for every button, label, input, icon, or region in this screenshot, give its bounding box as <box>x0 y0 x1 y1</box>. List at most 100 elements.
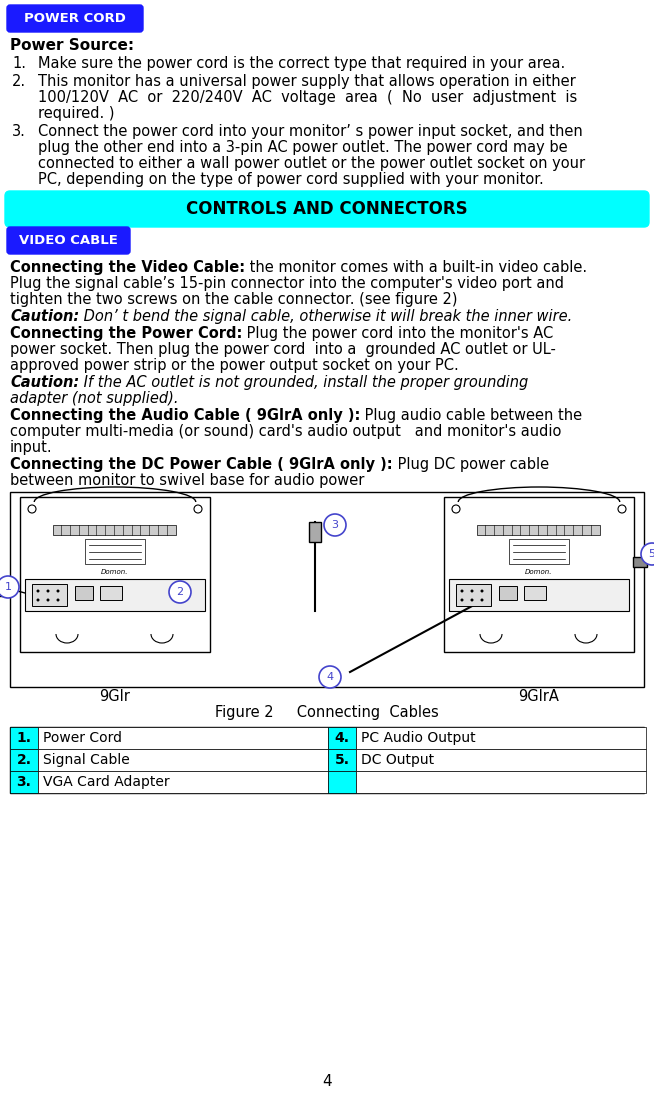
Bar <box>444 497 634 652</box>
Text: Domon.: Domon. <box>525 569 553 575</box>
Text: Plug DC power cable: Plug DC power cable <box>392 457 549 471</box>
Text: Plug the signal cable’s 15-pin connector into the computer's video port and: Plug the signal cable’s 15-pin connector… <box>10 276 564 291</box>
Text: 4: 4 <box>326 671 334 682</box>
Text: 2.: 2. <box>12 74 26 89</box>
FancyBboxPatch shape <box>7 5 143 32</box>
Text: Plug the power cord into the monitor's AC: Plug the power cord into the monitor's A… <box>243 326 554 341</box>
Text: Domon.: Domon. <box>101 569 129 575</box>
Text: computer multi-media (or sound) card's audio output   and monitor's audio: computer multi-media (or sound) card's a… <box>10 424 561 439</box>
Circle shape <box>56 599 60 601</box>
Circle shape <box>0 576 19 598</box>
Circle shape <box>56 589 60 592</box>
Bar <box>10 492 644 687</box>
Text: PC Audio Output: PC Audio Output <box>361 731 475 745</box>
Circle shape <box>37 589 39 592</box>
Bar <box>328 771 356 793</box>
Text: 3.: 3. <box>16 775 31 789</box>
Text: input.: input. <box>10 440 52 455</box>
Text: plug the other end into a 3-pin AC power outlet. The power cord may be: plug the other end into a 3-pin AC power… <box>38 140 568 155</box>
Text: approved power strip or the power output socket on your PC.: approved power strip or the power output… <box>10 358 458 373</box>
Bar <box>100 586 122 600</box>
Text: 2: 2 <box>177 587 184 597</box>
Circle shape <box>460 589 464 592</box>
Text: Signal Cable: Signal Cable <box>43 753 129 767</box>
Bar <box>356 750 646 771</box>
Text: 5: 5 <box>649 550 654 559</box>
Bar <box>75 586 93 600</box>
Bar <box>10 728 38 750</box>
Text: adapter (not supplied).: adapter (not supplied). <box>10 391 179 406</box>
Text: Power Source:: Power Source: <box>10 38 134 53</box>
Text: Make sure the power cord is the correct type that required in your area.: Make sure the power cord is the correct … <box>38 56 565 71</box>
Circle shape <box>481 599 483 601</box>
Text: 4: 4 <box>322 1075 332 1089</box>
Text: VIDEO CABLE: VIDEO CABLE <box>19 234 118 247</box>
Text: tighten the two screws on the cable connector. (see figure 2): tighten the two screws on the cable conn… <box>10 292 458 307</box>
Circle shape <box>470 589 473 592</box>
Circle shape <box>46 589 50 592</box>
Bar <box>477 525 600 535</box>
Text: Connecting the Power Cord:: Connecting the Power Cord: <box>10 326 243 341</box>
Text: Figure 2     Connecting  Cables: Figure 2 Connecting Cables <box>215 704 439 720</box>
Text: 9GlrA: 9GlrA <box>519 689 559 704</box>
Text: 1: 1 <box>5 582 12 592</box>
Text: connected to either a wall power outlet or the power outlet socket on your: connected to either a wall power outlet … <box>38 156 585 171</box>
Bar <box>509 539 569 564</box>
Text: Connecting the Video Cable:: Connecting the Video Cable: <box>10 260 245 275</box>
Bar <box>38 728 328 750</box>
Bar <box>10 750 38 771</box>
Bar <box>328 750 356 771</box>
Circle shape <box>460 599 464 601</box>
Bar <box>309 522 321 542</box>
Bar <box>10 728 644 793</box>
Text: 4.: 4. <box>334 731 349 745</box>
Text: between monitor to swivel base for audio power: between monitor to swivel base for audio… <box>10 473 364 488</box>
Text: 1.: 1. <box>16 731 31 745</box>
Circle shape <box>194 506 202 513</box>
Circle shape <box>324 514 346 536</box>
FancyBboxPatch shape <box>7 227 130 254</box>
Bar <box>20 497 210 652</box>
Bar <box>633 557 647 567</box>
Text: 1.: 1. <box>12 56 26 71</box>
Circle shape <box>37 599 39 601</box>
Bar <box>328 728 356 750</box>
Text: DC Output: DC Output <box>361 753 434 767</box>
Bar <box>38 750 328 771</box>
Text: 5.: 5. <box>334 753 349 767</box>
Circle shape <box>319 666 341 688</box>
Bar <box>499 586 517 600</box>
Text: the monitor comes with a built-in video cable.: the monitor comes with a built-in video … <box>245 260 587 275</box>
Circle shape <box>28 506 36 513</box>
Text: Connecting the Audio Cable ( 9GlrA only ):: Connecting the Audio Cable ( 9GlrA only … <box>10 408 360 423</box>
Text: Connect the power cord into your monitor’ s power input socket, and then: Connect the power cord into your monitor… <box>38 124 583 138</box>
Bar <box>53 525 176 535</box>
Circle shape <box>46 599 50 601</box>
Bar <box>0 582 10 596</box>
Text: Plug audio cable between the: Plug audio cable between the <box>360 408 583 423</box>
Bar <box>85 539 145 564</box>
Bar <box>25 579 205 611</box>
Text: Connecting the DC Power Cable ( 9GlrA only ):: Connecting the DC Power Cable ( 9GlrA on… <box>10 457 392 471</box>
Text: CONTROLS AND CONNECTORS: CONTROLS AND CONNECTORS <box>186 200 468 218</box>
Text: power socket. Then plug the power cord  into a  grounded AC outlet or UL-: power socket. Then plug the power cord i… <box>10 342 556 357</box>
Circle shape <box>641 543 654 565</box>
Bar <box>524 586 546 600</box>
Bar <box>356 771 646 793</box>
Bar <box>449 579 629 611</box>
Text: VGA Card Adapter: VGA Card Adapter <box>43 775 169 789</box>
Text: 9Glr: 9Glr <box>99 689 130 704</box>
FancyBboxPatch shape <box>5 191 649 227</box>
Text: PC, depending on the type of power cord supplied with your monitor.: PC, depending on the type of power cord … <box>38 173 543 187</box>
Bar <box>356 728 646 750</box>
Text: 2.: 2. <box>16 753 31 767</box>
Text: POWER CORD: POWER CORD <box>24 12 126 25</box>
Text: required. ): required. ) <box>38 106 114 121</box>
Bar <box>32 584 67 606</box>
Text: If the AC outlet is not grounded, install the proper grounding: If the AC outlet is not grounded, instal… <box>79 375 528 390</box>
Text: 3: 3 <box>332 520 339 530</box>
Text: Don’ t bend the signal cable, otherwise it will break the inner wire.: Don’ t bend the signal cable, otherwise … <box>79 309 572 324</box>
Bar <box>456 584 491 606</box>
Text: Power Cord: Power Cord <box>43 731 122 745</box>
Circle shape <box>481 589 483 592</box>
